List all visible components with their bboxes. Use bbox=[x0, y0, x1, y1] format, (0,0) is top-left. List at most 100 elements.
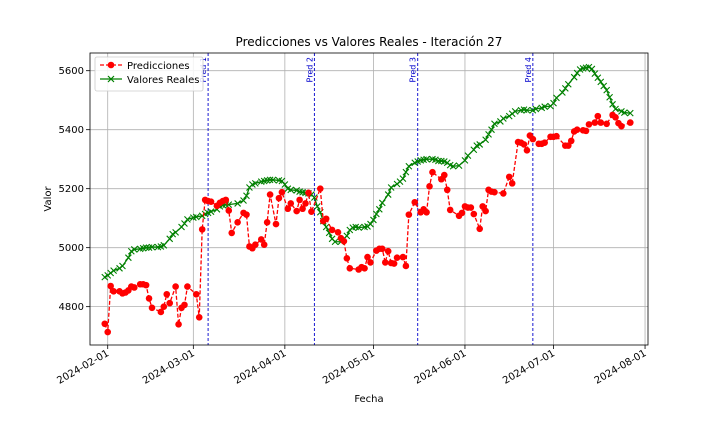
y-tick-label: 5000 bbox=[59, 243, 84, 254]
legend-predicciones-label: Predicciones bbox=[127, 61, 190, 72]
series-predicciones-point bbox=[275, 194, 283, 202]
series-reales-point bbox=[367, 220, 374, 228]
series-reales-point bbox=[399, 175, 407, 183]
series-predicciones-point bbox=[252, 241, 259, 249]
series-predicciones-point bbox=[107, 282, 114, 290]
series-reales-point bbox=[160, 241, 168, 249]
prediction-marker-label: Pred 4 bbox=[524, 57, 533, 82]
series-predicciones-point bbox=[192, 290, 200, 298]
series-predicciones-point bbox=[591, 119, 599, 126]
series-predicciones-point bbox=[145, 295, 153, 302]
series-predicciones-point bbox=[364, 253, 371, 261]
series-predicciones-point bbox=[440, 171, 448, 179]
series-reales-point bbox=[485, 131, 492, 138]
series-predicciones-point bbox=[520, 141, 528, 148]
series-reales-point bbox=[532, 105, 540, 113]
series-predicciones-point bbox=[612, 113, 619, 121]
series-predicciones-point bbox=[564, 142, 572, 149]
series-predicciones-point bbox=[299, 205, 306, 213]
series-predicciones-point bbox=[553, 132, 560, 140]
series-predicciones-point bbox=[594, 112, 602, 120]
series-predicciones-point bbox=[260, 241, 268, 249]
series-predicciones-point bbox=[423, 208, 430, 216]
series-reales-point bbox=[523, 106, 531, 114]
series-predicciones-point bbox=[573, 126, 581, 133]
series-predicciones-point bbox=[272, 220, 280, 228]
series-reales-point bbox=[281, 181, 289, 188]
prediction-marker-label: Pred 3 bbox=[409, 57, 418, 82]
series-predicciones-point bbox=[308, 208, 315, 215]
series-predicciones-point bbox=[458, 209, 466, 217]
series-reales-point bbox=[370, 216, 377, 224]
series-reales-point bbox=[124, 254, 132, 262]
series-reales-point bbox=[597, 78, 605, 86]
series-predicciones-point bbox=[207, 198, 215, 205]
series-predicciones-point bbox=[225, 207, 233, 214]
series-predicciones-point bbox=[296, 196, 303, 204]
series-reales-point bbox=[600, 82, 608, 90]
series-predicciones-point bbox=[278, 188, 286, 196]
series-predicciones-point bbox=[479, 203, 486, 210]
series-predicciones-point bbox=[402, 262, 410, 270]
series-predicciones-point bbox=[618, 122, 625, 130]
series-predicciones-point bbox=[284, 205, 292, 213]
series-reales-point bbox=[148, 243, 156, 251]
series-predicciones-point bbox=[101, 320, 109, 328]
x-axis-label: Fecha bbox=[354, 394, 383, 405]
series-reales-point bbox=[476, 141, 484, 148]
prediction-marker-label: Pred 2 bbox=[305, 57, 314, 82]
series-reales-point bbox=[591, 70, 599, 78]
series-reales-point bbox=[626, 109, 634, 117]
series-reales-point bbox=[609, 100, 616, 108]
series-predicciones-point bbox=[328, 226, 336, 234]
series-predicciones-point bbox=[160, 303, 168, 310]
prediction-marker-label: Pred 1 bbox=[199, 57, 208, 82]
series-reales-point bbox=[343, 232, 351, 240]
series-reales-point bbox=[402, 168, 410, 176]
series-reales-point bbox=[269, 176, 277, 184]
series-predicciones-point bbox=[585, 121, 593, 128]
series-predicciones-point bbox=[228, 229, 236, 237]
series-reales-point bbox=[470, 146, 478, 154]
series-predicciones-point bbox=[603, 120, 610, 128]
series-reales-point bbox=[612, 105, 619, 113]
series-predicciones-point bbox=[523, 147, 531, 154]
series-predicciones-point bbox=[334, 229, 342, 236]
series-predicciones-point bbox=[567, 137, 575, 145]
series-predicciones-point bbox=[316, 185, 324, 192]
series-predicciones-point bbox=[243, 211, 250, 218]
series-reales-point bbox=[375, 205, 383, 213]
series-predicciones-point bbox=[378, 245, 386, 253]
y-tick-label: 4800 bbox=[59, 302, 84, 313]
series-reales-point bbox=[620, 109, 628, 116]
series-reales-point bbox=[455, 162, 463, 170]
y-tick-label: 5600 bbox=[59, 66, 84, 77]
series-reales-point bbox=[387, 184, 395, 191]
series-reales-point bbox=[588, 65, 596, 73]
series-predicciones-point bbox=[505, 173, 513, 181]
series-predicciones-point bbox=[476, 225, 484, 233]
y-axis-label: Valor bbox=[43, 186, 54, 212]
y-tick-label: 5200 bbox=[59, 184, 84, 195]
series-reales-point bbox=[482, 136, 490, 144]
series-predicciones-point bbox=[257, 236, 265, 243]
series-predicciones-point bbox=[181, 301, 188, 309]
series-reales-point bbox=[541, 103, 549, 111]
series-predicciones-point bbox=[405, 211, 413, 218]
series-predicciones-point bbox=[529, 135, 537, 143]
series-predicciones-point bbox=[184, 283, 191, 290]
series-predicciones-point bbox=[157, 308, 165, 316]
series-predicciones-point bbox=[148, 304, 156, 312]
series-predicciones-point bbox=[426, 183, 433, 190]
series-predicciones-point bbox=[263, 219, 271, 226]
series-predicciones-point bbox=[467, 204, 475, 211]
series-predicciones-point bbox=[491, 188, 498, 196]
series-reales-point bbox=[372, 210, 380, 218]
series-reales-point bbox=[550, 99, 557, 107]
series-predicciones-point bbox=[361, 265, 368, 272]
grid-layer bbox=[90, 53, 648, 345]
series-layer bbox=[101, 63, 634, 336]
series-reales-point bbox=[166, 235, 174, 243]
series-predicciones-point bbox=[399, 253, 407, 261]
